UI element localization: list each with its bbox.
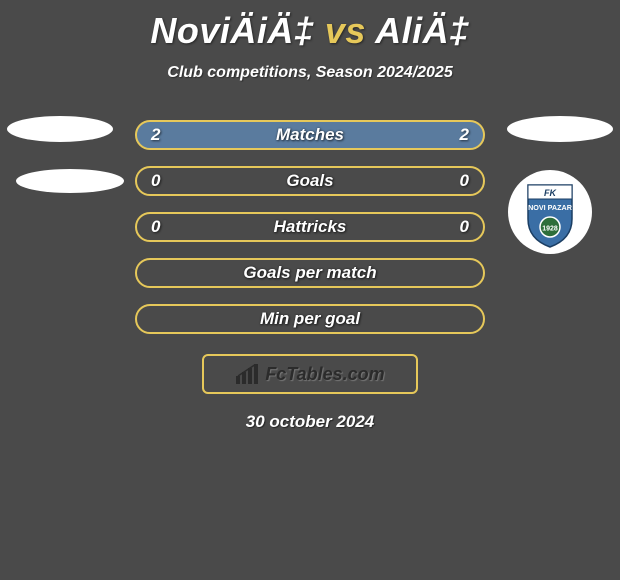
stat-rows: 2Matches20Goals00Hattricks0Goals per mat… — [135, 120, 485, 334]
stat-right-value: 0 — [460, 171, 469, 191]
brand-bars-icon — [235, 364, 261, 384]
stat-row-goals-per-match: Goals per match — [135, 258, 485, 288]
stat-left-value: 2 — [151, 125, 160, 145]
footer-date: 30 october 2024 — [0, 412, 620, 432]
page-title: NoviÄiÄ‡ vs AliÄ‡ — [0, 0, 620, 52]
svg-text:NOVI PAZAR: NOVI PAZAR — [528, 203, 573, 212]
team2-photo-placeholder — [507, 116, 613, 142]
brand-text: FcTables.com — [265, 364, 384, 385]
svg-text:1928: 1928 — [542, 226, 558, 233]
stat-label: Matches — [137, 125, 483, 145]
stat-row-hattricks: 0Hattricks0 — [135, 212, 485, 242]
subtitle: Club competitions, Season 2024/2025 — [0, 64, 620, 82]
stat-label: Goals per match — [243, 263, 376, 283]
stat-label: Hattricks — [137, 217, 483, 237]
stat-left-value: 0 — [151, 171, 160, 191]
brand-box[interactable]: FcTables.com — [202, 354, 418, 394]
stat-row-goals: 0Goals0 — [135, 166, 485, 196]
team1-photo-placeholder-1 — [7, 116, 113, 142]
stats-area: FK NOVI PAZAR 1928 2Matches20Goals00Hatt… — [0, 120, 620, 334]
team1-name: NoviÄiÄ‡ — [150, 10, 314, 51]
stat-left-value: 0 — [151, 217, 160, 237]
stat-row-min-per-goal: Min per goal — [135, 304, 485, 334]
vs-text: vs — [325, 10, 366, 51]
stat-right-value: 2 — [460, 125, 469, 145]
stat-right-value: 0 — [460, 217, 469, 237]
team2-club-badge: FK NOVI PAZAR 1928 — [500, 169, 600, 255]
stat-label: Goals — [137, 171, 483, 191]
team1-photo-placeholder-2 — [16, 169, 124, 193]
stat-row-matches: 2Matches2 — [135, 120, 485, 150]
team2-name: AliÄ‡ — [375, 10, 470, 51]
stat-label: Min per goal — [260, 309, 360, 329]
svg-text:FK: FK — [544, 188, 557, 198]
